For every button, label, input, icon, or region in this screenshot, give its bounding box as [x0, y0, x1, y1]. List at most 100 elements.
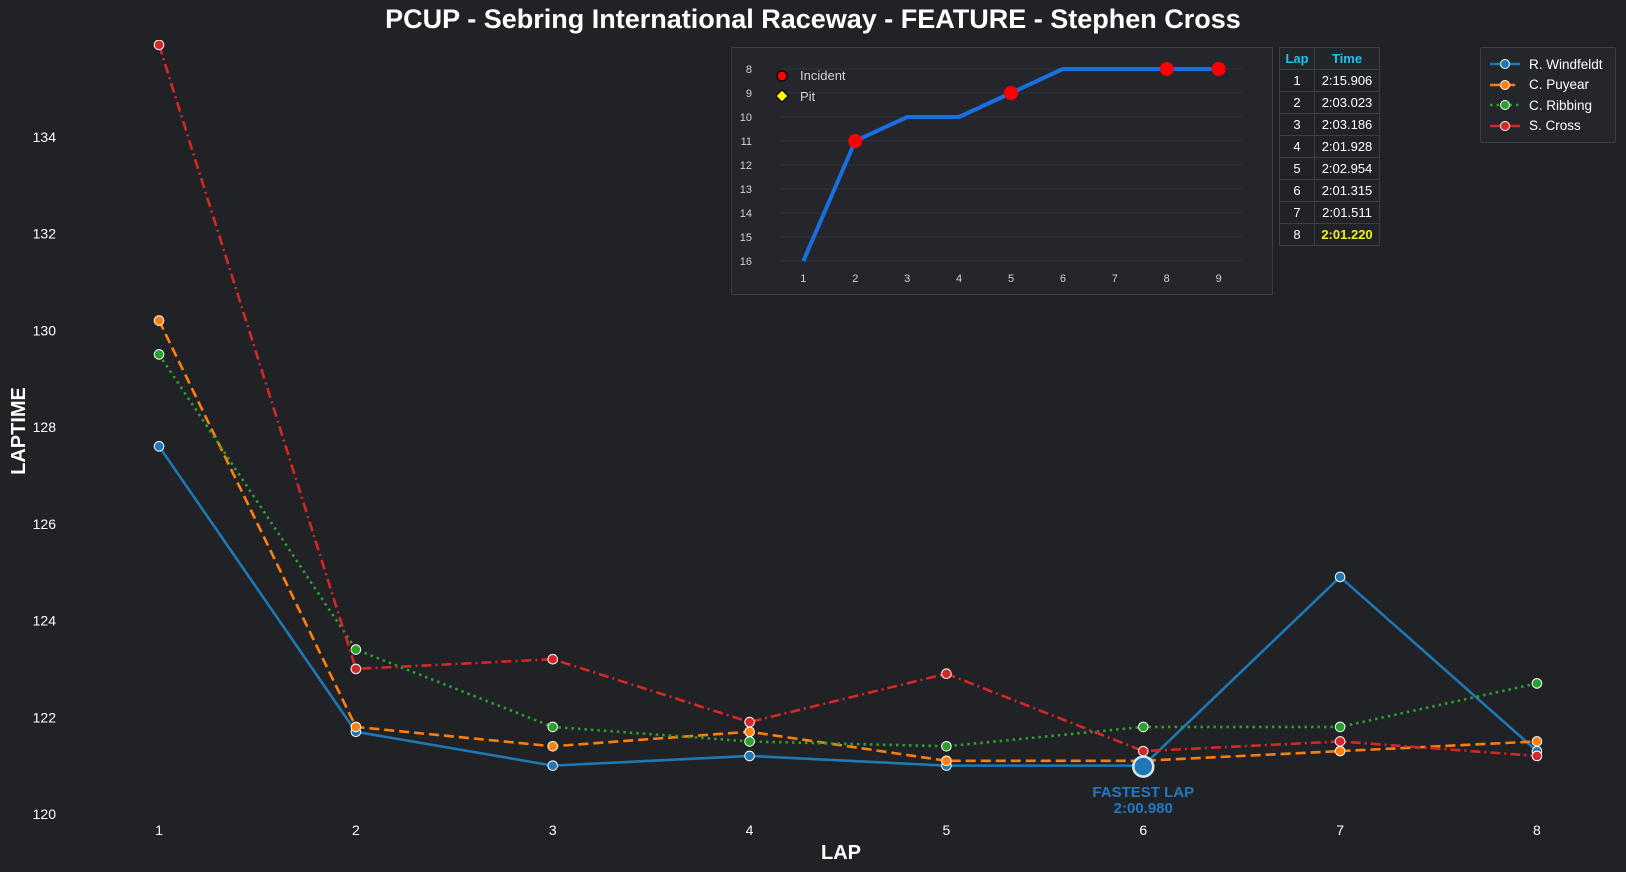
legend-item: C. Ribbing — [1489, 95, 1592, 115]
lap-time-cell: 2:02.954 — [1314, 157, 1380, 180]
series-point — [1334, 721, 1346, 733]
inset-x-tick-label: 4 — [956, 273, 962, 285]
table-row: 4 2:01.928 — [1279, 135, 1380, 158]
series-point — [547, 653, 559, 665]
inset-y-tick-label: 8 — [746, 64, 752, 76]
chart-title: PCUP - Sebring International Raceway - F… — [385, 4, 1241, 34]
inset-x-tick-label: 8 — [1164, 273, 1170, 285]
legend-swatch — [1490, 120, 1520, 131]
x-tick-label: 4 — [746, 822, 754, 838]
series-point — [744, 736, 755, 747]
inset-y-tick-label: 10 — [740, 112, 752, 124]
inset-x-tick-label: 2 — [852, 273, 858, 285]
table-row: 5 2:02.954 — [1279, 157, 1380, 180]
incident-marker — [1211, 62, 1226, 76]
series-point — [941, 755, 952, 767]
legend-label: R. Windfeldt — [1529, 56, 1603, 72]
legend-item: C. Puyear — [1489, 75, 1589, 95]
pit-legend-label: Pit — [800, 89, 816, 104]
fastest-lap-annotation: FASTEST LAP 2:00.980 — [1043, 783, 1243, 817]
inset-y-tick-label: 13 — [740, 184, 752, 196]
table-header-row: Lap Time — [1279, 47, 1380, 70]
series-point — [1334, 745, 1346, 757]
y-axis-title: LAPTIME — [8, 387, 30, 475]
legend-label: C. Ribbing — [1529, 97, 1593, 113]
lap-time-cell: 2:01.928 — [1314, 135, 1380, 158]
x-tick-label: 1 — [155, 822, 163, 838]
series-line — [157, 353, 1538, 748]
x-tick-label: 7 — [1336, 822, 1344, 838]
lap-time-cell: 2:01.315 — [1314, 179, 1380, 202]
table-row: 3 2:03.186 — [1279, 113, 1380, 136]
series-point — [350, 663, 362, 675]
inset-x-tick-label: 6 — [1060, 273, 1066, 285]
x-tick-label: 8 — [1533, 822, 1541, 838]
x-axis-title: LAP — [821, 842, 861, 864]
lap-number-cell: 3 — [1279, 113, 1315, 136]
x-tick-label: 5 — [943, 822, 951, 838]
fastest-lap-time: 2:00.980 — [1113, 799, 1173, 817]
legend-swatch — [1490, 59, 1520, 69]
inset-y-tick-label: 14 — [740, 208, 752, 220]
x-tick-label: 6 — [1139, 822, 1147, 838]
series-point — [547, 740, 559, 752]
lap-time-cell: 2:15.906 — [1314, 69, 1380, 92]
inset-x-tick-label: 3 — [904, 273, 910, 285]
inset-x-tick-label: 7 — [1112, 273, 1118, 285]
lap-time-cell: 2:01.220 — [1314, 223, 1380, 246]
incident-marker — [848, 134, 863, 148]
legend-swatch — [1490, 79, 1520, 90]
incident-legend-marker — [776, 70, 788, 82]
series-point — [1531, 750, 1543, 762]
series-point — [1137, 721, 1149, 733]
series-point — [941, 740, 952, 752]
inset-x-tick-label: 1 — [800, 273, 806, 285]
series-point — [744, 716, 755, 728]
series-point — [350, 721, 362, 733]
lap-number-cell: 5 — [1279, 157, 1315, 180]
table-header-time: Time — [1314, 47, 1380, 70]
table-header-lap: Lap — [1279, 47, 1315, 70]
series-line — [157, 320, 1538, 763]
lap-time-cell: 2:03.186 — [1314, 113, 1380, 136]
fastest-lap-label: FASTEST LAP — [1092, 783, 1195, 801]
lap-number-cell: 4 — [1279, 135, 1315, 158]
inset-x-tick-label: 9 — [1216, 273, 1222, 285]
lap-time-cell: 2:03.023 — [1314, 91, 1380, 114]
y-tick-label: 126 — [33, 516, 57, 532]
lap-number-cell: 7 — [1279, 201, 1315, 224]
legend-label: S. Cross — [1529, 118, 1581, 133]
lap-number-cell: 2 — [1279, 91, 1315, 114]
table-row: 1 2:15.906 — [1279, 69, 1380, 92]
incident-legend-label: Incident — [800, 68, 846, 83]
position-inset: 8 9 10 11 12 13 14 15 16 1 2 3 4 5 6 7 8 9 Incident Pit — [731, 47, 1273, 295]
table-row: 7 2:01.511 — [1279, 201, 1380, 224]
inset-y-tick-label: 16 — [740, 256, 752, 268]
legend-item: S. Cross — [1489, 116, 1581, 136]
y-tick-label: 130 — [33, 322, 57, 338]
table-body: 1 2:15.906 2 2:03.023 3 2:03.186 4 2:01.928 5 2:0… — [1279, 69, 1380, 246]
y-tick-label: 122 — [33, 709, 57, 725]
series-point — [1531, 678, 1543, 689]
lap-time-cell: 2:01.511 — [1314, 201, 1380, 224]
legend-label: C. Puyear — [1529, 77, 1590, 92]
inset-y-tick-label: 15 — [740, 232, 752, 244]
series-point — [1137, 745, 1149, 757]
series-point — [941, 668, 952, 680]
series-point — [350, 644, 362, 655]
incident-marker — [1004, 86, 1018, 100]
series-point — [547, 721, 559, 733]
lap-time-table: Lap Time 1 2:15.906 2 2:03.023 3 2:03.186 4 2:0… — [1279, 47, 1380, 246]
series-point — [153, 349, 165, 360]
inset-y-tick-label: 9 — [746, 88, 752, 100]
y-tick-label: 128 — [33, 419, 57, 435]
series-point — [744, 750, 755, 762]
y-tick-label: 120 — [33, 806, 57, 822]
x-tick-label: 3 — [549, 822, 557, 838]
series-line — [157, 445, 1538, 767]
table-row: 6 2:01.315 — [1279, 179, 1380, 202]
series-point — [1531, 736, 1543, 747]
chart-legend: R. Windfeldt C. Puyear C. Ribbing S. Cross — [1480, 47, 1616, 143]
